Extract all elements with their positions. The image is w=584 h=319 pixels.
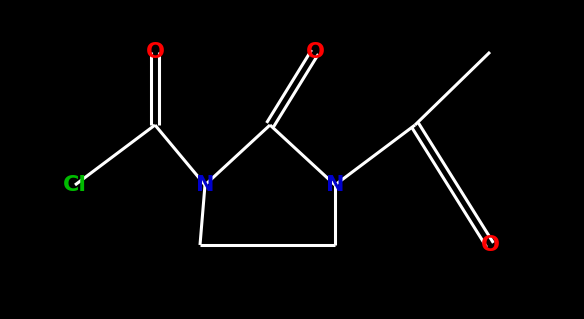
Text: O: O bbox=[305, 42, 325, 62]
Text: O: O bbox=[145, 42, 165, 62]
Text: N: N bbox=[326, 175, 344, 195]
Text: Cl: Cl bbox=[63, 175, 87, 195]
Text: O: O bbox=[481, 235, 499, 255]
Text: N: N bbox=[196, 175, 214, 195]
